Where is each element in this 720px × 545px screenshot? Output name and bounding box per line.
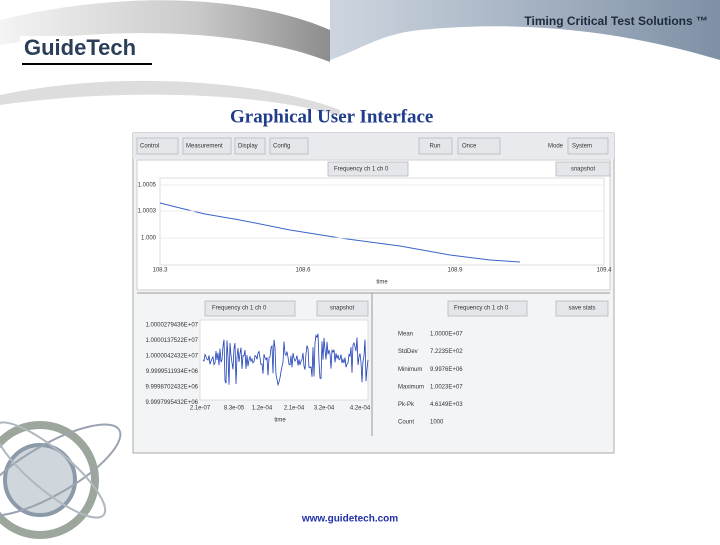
bottom-snapshot[interactable]: snapshot bbox=[330, 306, 355, 312]
x-tick-label: 2.1e-07 bbox=[190, 406, 211, 412]
plot-area bbox=[159, 177, 605, 266]
stat-label: Pk-Pk bbox=[398, 402, 415, 408]
y-tick-label: 1.0003 bbox=[138, 209, 157, 215]
x-tick-label: 2.1e-04 bbox=[284, 406, 305, 412]
x-tick-label: 8.3e-05 bbox=[224, 406, 245, 412]
stats-selector[interactable]: Frequency ch 1 ch 0 bbox=[454, 306, 509, 312]
x-tick-label: 108.3 bbox=[152, 268, 168, 274]
button[interactable] bbox=[567, 137, 609, 155]
button[interactable] bbox=[204, 300, 296, 317]
y-tick-label: 1.0005 bbox=[138, 183, 157, 189]
menu-item[interactable]: Measurement bbox=[186, 144, 223, 150]
swoosh bbox=[0, 80, 340, 116]
menu-item[interactable]: Display bbox=[238, 144, 258, 150]
y-tick-label: 9.9997995432E+06 bbox=[145, 400, 198, 406]
stat-value: 7.2235E+02 bbox=[430, 349, 463, 355]
y-tick-label: 9.9998702432E+06 bbox=[145, 385, 198, 391]
header-band bbox=[0, 0, 720, 60]
x-tick-label: 108.6 bbox=[295, 268, 311, 274]
button[interactable] bbox=[447, 300, 528, 317]
menu-item[interactable]: Control bbox=[140, 144, 159, 150]
y-tick-label: 9.9999511934E+06 bbox=[146, 369, 199, 375]
stat-value: 1.0023E+07 bbox=[430, 384, 463, 390]
y-tick-label: 1.0000137522E+07 bbox=[145, 338, 198, 344]
x-tick-label: 3.2e-04 bbox=[314, 406, 335, 412]
tagline: Timing Critical Test Solutions ™ bbox=[524, 14, 708, 28]
gui-screenshot: Run Once Mode System Frequency ch 1 ch 0… bbox=[132, 132, 615, 454]
button[interactable] bbox=[418, 137, 453, 155]
x-axis-label: time bbox=[274, 418, 286, 424]
stat-label: Mean bbox=[398, 332, 413, 338]
slide-title: Graphical User Interface bbox=[230, 106, 433, 127]
mode-label: Mode bbox=[548, 144, 564, 150]
footer-url[interactable]: www.guidetech.com bbox=[301, 514, 398, 525]
y-tick-label: 1.0000042432E+07 bbox=[145, 354, 198, 360]
y-tick-label: 1.0000279436E+07 bbox=[145, 323, 198, 329]
button[interactable] bbox=[136, 137, 179, 155]
once-dropdown[interactable]: Once bbox=[462, 144, 477, 150]
bottom-selector[interactable]: Frequency ch 1 ch 0 bbox=[212, 306, 267, 312]
stat-value: 1000 bbox=[430, 420, 444, 426]
stat-label: StdDev bbox=[398, 349, 418, 355]
stat-label: Maximum bbox=[398, 384, 424, 390]
logo-box bbox=[20, 36, 152, 62]
button[interactable] bbox=[555, 161, 611, 177]
x-tick-label: 4.2e-04 bbox=[350, 406, 371, 412]
button[interactable] bbox=[269, 137, 309, 155]
stat-value: 1.0000E+07 bbox=[430, 332, 463, 338]
button[interactable] bbox=[555, 300, 609, 317]
swoosh bbox=[0, 0, 330, 62]
y-tick-label: 1.000 bbox=[141, 236, 157, 242]
stat-value: 9.9976E+06 bbox=[430, 367, 463, 373]
menu-item[interactable]: Config bbox=[273, 144, 290, 150]
button[interactable] bbox=[327, 161, 409, 177]
button[interactable] bbox=[316, 300, 369, 317]
button[interactable] bbox=[234, 137, 266, 155]
save-stats-button[interactable]: save stats bbox=[568, 306, 595, 312]
top-selector[interactable]: Frequency ch 1 ch 0 bbox=[334, 167, 389, 173]
mode-dropdown[interactable]: System bbox=[572, 144, 592, 150]
logo: GuideTech bbox=[24, 35, 136, 60]
stat-label: Minimum bbox=[398, 367, 422, 373]
x-tick-label: 109.4 bbox=[596, 268, 612, 274]
button[interactable] bbox=[182, 137, 232, 155]
globe bbox=[0, 421, 122, 539]
x-tick-label: 108.9 bbox=[447, 268, 463, 274]
button[interactable] bbox=[457, 137, 501, 155]
top-snapshot[interactable]: snapshot bbox=[571, 167, 596, 173]
stat-value: 4.6149E+03 bbox=[430, 402, 463, 408]
x-tick-label: 1.2e-04 bbox=[252, 406, 273, 412]
stat-label: Count bbox=[398, 420, 414, 426]
x-axis-label: time bbox=[376, 280, 388, 286]
waveform bbox=[202, 333, 369, 387]
run-button[interactable]: Run bbox=[429, 144, 440, 150]
